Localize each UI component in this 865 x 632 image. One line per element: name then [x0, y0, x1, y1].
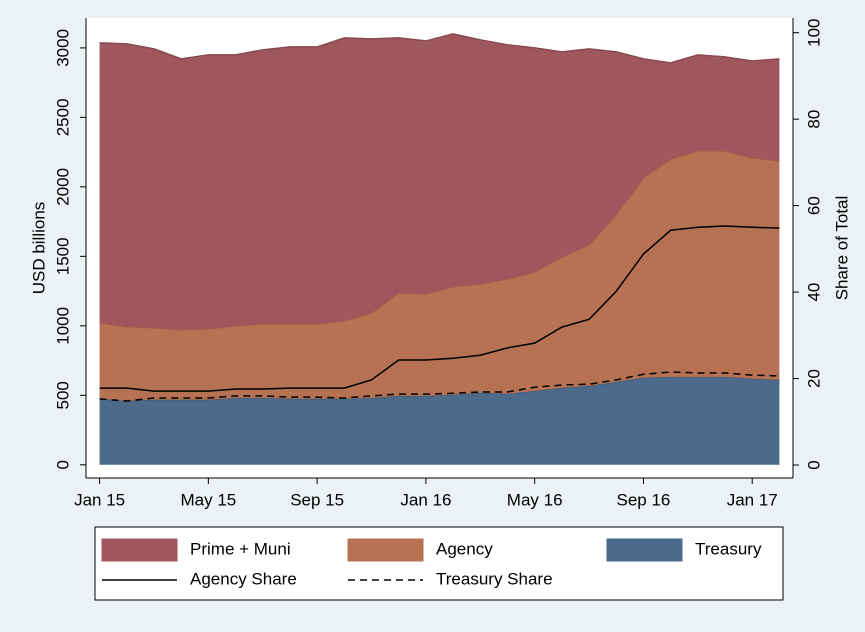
area	[99, 33, 780, 330]
x-tick-label: May 16	[507, 490, 563, 509]
legend-label: Agency	[436, 539, 493, 558]
x-tick-label: Jan 15	[74, 490, 125, 509]
y-tick-label: 0	[53, 460, 72, 469]
line	[99, 371, 780, 402]
legend-swatch	[347, 538, 424, 562]
y-axis-label: USD billions	[29, 202, 48, 295]
y2-axis-label: Share of Total	[832, 196, 851, 301]
y-tick-label: 2500	[53, 98, 72, 136]
y2-tick-label: 0	[804, 460, 823, 469]
y2-tick-label: 20	[804, 369, 823, 388]
legend	[94, 526, 784, 601]
area	[99, 376, 780, 465]
y-tick-label: 2000	[53, 168, 72, 206]
y-tick-label: 3000	[53, 29, 72, 67]
legend-swatch	[606, 538, 683, 562]
y2-tick-label: 40	[804, 283, 823, 302]
x-tick-label: Sep 16	[616, 490, 670, 509]
y2-tick-label: 100	[804, 19, 823, 47]
y2-tick-label: 60	[804, 196, 823, 215]
area-edge	[99, 33, 780, 64]
legend-label: Prime + Muni	[190, 539, 291, 558]
legend-label: Treasury	[695, 539, 762, 558]
y-tick-label: 1000	[53, 307, 72, 345]
x-tick-label: Sep 15	[290, 490, 344, 509]
x-tick-label: Jan 16	[400, 490, 451, 509]
line	[99, 225, 780, 392]
y-tick-label: 1500	[53, 237, 72, 275]
x-tick-label: Jan 17	[727, 490, 778, 509]
area	[99, 150, 780, 401]
y-tick-label: 500	[53, 381, 72, 409]
legend-label: Treasury Share	[436, 569, 553, 588]
y2-tick-label: 80	[804, 110, 823, 129]
legend-label: Agency Share	[190, 569, 297, 588]
x-tick-label: May 15	[180, 490, 236, 509]
legend-swatch	[101, 538, 178, 562]
